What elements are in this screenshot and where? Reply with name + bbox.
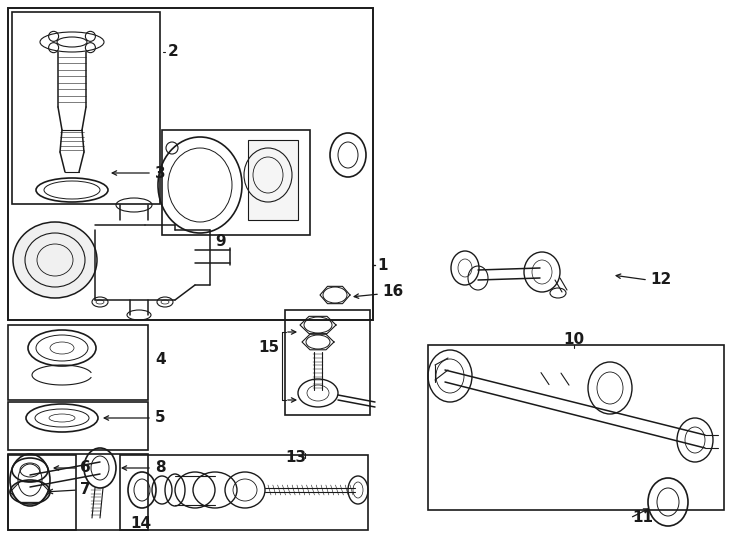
Text: 5: 5 bbox=[155, 410, 166, 426]
Text: 12: 12 bbox=[650, 273, 672, 287]
Text: 13: 13 bbox=[285, 450, 306, 465]
Text: 11: 11 bbox=[632, 510, 653, 525]
Text: 3: 3 bbox=[155, 165, 166, 180]
Text: 8: 8 bbox=[155, 461, 166, 476]
Text: 9: 9 bbox=[215, 234, 225, 249]
Text: 15: 15 bbox=[258, 341, 279, 355]
Text: 2: 2 bbox=[168, 44, 179, 59]
Text: 7: 7 bbox=[80, 483, 90, 497]
Bar bbox=[285, 310, 370, 415]
Bar bbox=[8, 402, 148, 450]
Bar bbox=[162, 130, 310, 235]
Bar bbox=[428, 345, 724, 510]
Text: 4: 4 bbox=[155, 353, 166, 368]
Bar bbox=[8, 8, 373, 320]
Bar bbox=[12, 12, 160, 204]
Text: 6: 6 bbox=[80, 461, 91, 476]
Bar bbox=[8, 454, 148, 530]
Text: 10: 10 bbox=[564, 333, 584, 348]
Text: 16: 16 bbox=[382, 284, 403, 299]
Bar bbox=[120, 455, 368, 530]
Bar bbox=[8, 455, 76, 530]
Bar bbox=[248, 140, 298, 220]
Ellipse shape bbox=[13, 222, 97, 298]
Text: 1: 1 bbox=[377, 258, 388, 273]
Bar bbox=[8, 325, 148, 400]
Text: 14: 14 bbox=[130, 516, 151, 531]
